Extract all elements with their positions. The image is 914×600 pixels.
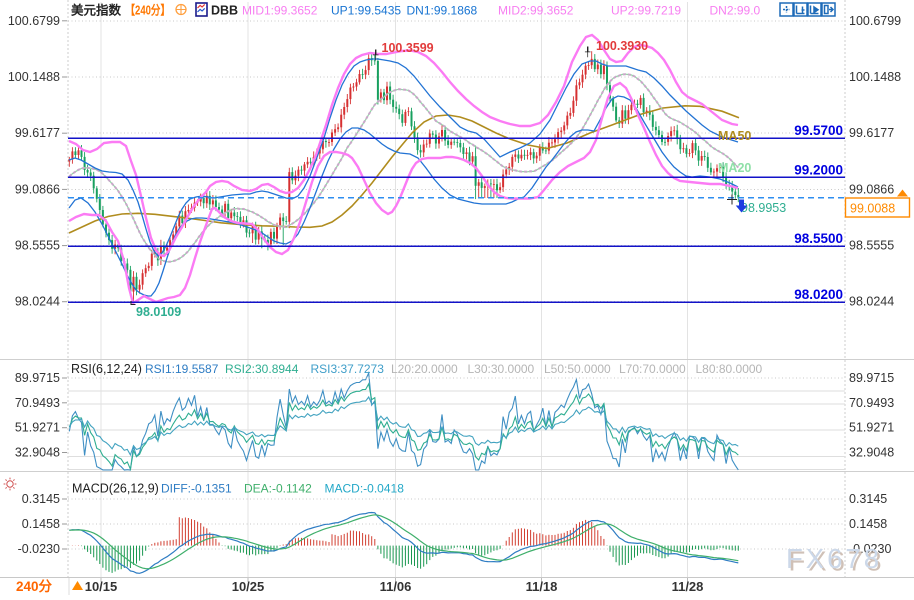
svg-text:98.5500: 98.5500 (794, 231, 843, 246)
svg-text:0.3145: 0.3145 (849, 492, 887, 506)
svg-text:L20:20.0000: L20:20.0000 (391, 362, 458, 376)
svg-text:98.0109: 98.0109 (136, 305, 181, 319)
svg-text:DBB: DBB (211, 4, 238, 18)
svg-text:10/15: 10/15 (85, 579, 118, 594)
svg-text:╀: ╀ (584, 46, 591, 58)
svg-text:0.1458: 0.1458 (849, 517, 887, 531)
svg-text:99.6177: 99.6177 (849, 126, 894, 140)
svg-text:11/28: 11/28 (672, 579, 704, 594)
svg-text:美元指数: 美元指数 (71, 3, 122, 18)
svg-text:╀: ╀ (372, 49, 379, 61)
svg-text:100.6799: 100.6799 (8, 14, 60, 28)
svg-text:-0.0230: -0.0230 (849, 542, 891, 556)
svg-text:10/25: 10/25 (232, 579, 265, 594)
svg-text:MID2:99.3652: MID2:99.3652 (498, 4, 574, 18)
svg-text:RSI3:37.7273: RSI3:37.7273 (311, 362, 385, 376)
svg-text:L80:80.0000: L80:80.0000 (696, 362, 763, 376)
svg-text:0.1458: 0.1458 (22, 517, 60, 531)
svg-text:32.9048: 32.9048 (849, 446, 894, 460)
svg-text:98.0244: 98.0244 (849, 295, 894, 309)
svg-text:98.0200: 98.0200 (794, 287, 843, 302)
svg-text:100.1488: 100.1488 (8, 70, 60, 84)
svg-text:51.9271: 51.9271 (849, 421, 894, 435)
svg-text:L70:70.0000: L70:70.0000 (619, 362, 686, 376)
svg-text:89.9715: 89.9715 (15, 371, 60, 385)
svg-text:100.1488: 100.1488 (849, 70, 901, 84)
svg-text:FX678: FX678 (789, 546, 885, 577)
svg-text:MACD(26,12,9): MACD(26,12,9) (72, 482, 159, 496)
svg-text:MA20: MA20 (718, 161, 751, 175)
svg-text:-0.0230: -0.0230 (18, 542, 60, 556)
svg-text:11/06: 11/06 (380, 579, 412, 594)
svg-text:100.6799: 100.6799 (849, 14, 901, 28)
svg-text:70.9493: 70.9493 (15, 396, 60, 410)
svg-text:99.0088: 99.0088 (850, 202, 895, 216)
svg-text:UP2:99.7219: UP2:99.7219 (611, 4, 681, 18)
svg-text:L50:50.0000: L50:50.0000 (544, 362, 611, 376)
svg-text:32.9048: 32.9048 (15, 446, 60, 460)
svg-text:98.5555: 98.5555 (849, 239, 894, 253)
svg-text:UP1:99.5435: UP1:99.5435 (331, 4, 401, 18)
svg-text:DN1:99.1868: DN1:99.1868 (407, 4, 478, 18)
svg-text:0.3145: 0.3145 (22, 492, 60, 506)
svg-text:89.9715: 89.9715 (849, 371, 894, 385)
svg-text:99.2000: 99.2000 (794, 162, 843, 177)
svg-text:51.9271: 51.9271 (15, 421, 60, 435)
svg-text:100.3599: 100.3599 (382, 41, 434, 55)
svg-text:99.0866: 99.0866 (849, 182, 894, 196)
svg-text:L30:30.0000: L30:30.0000 (468, 362, 535, 376)
svg-text:MID1:99.3652: MID1:99.3652 (242, 4, 318, 18)
svg-text:98.0244: 98.0244 (15, 295, 60, 309)
svg-text:RSI(6,12,24): RSI(6,12,24) (71, 362, 142, 376)
svg-text:DEA:-0.1142: DEA:-0.1142 (244, 482, 312, 496)
svg-text:RSI1:19.5587: RSI1:19.5587 (145, 362, 219, 376)
svg-text:【240分】: 【240分】 (126, 3, 171, 18)
svg-text:11/18: 11/18 (526, 579, 558, 594)
svg-text:98.5555: 98.5555 (15, 239, 60, 253)
svg-text:DN2:99.0: DN2:99.0 (710, 4, 761, 18)
svg-text:MACD:-0.0418: MACD:-0.0418 (325, 482, 405, 496)
svg-text:RSI2:30.8944: RSI2:30.8944 (225, 362, 299, 376)
svg-text:99.6177: 99.6177 (15, 126, 60, 140)
svg-text:MA50: MA50 (718, 129, 751, 143)
svg-text:240分: 240分 (16, 579, 53, 594)
svg-text:FX678: FX678 (786, 543, 882, 574)
svg-text:99.0866: 99.0866 (15, 182, 60, 196)
svg-text:70.9493: 70.9493 (849, 396, 894, 410)
svg-text:DIFF:-0.1351: DIFF:-0.1351 (161, 482, 232, 496)
svg-text:98.9953: 98.9953 (741, 201, 786, 215)
svg-text:99.5700: 99.5700 (794, 123, 843, 138)
svg-text:100.3930: 100.3930 (596, 39, 648, 53)
